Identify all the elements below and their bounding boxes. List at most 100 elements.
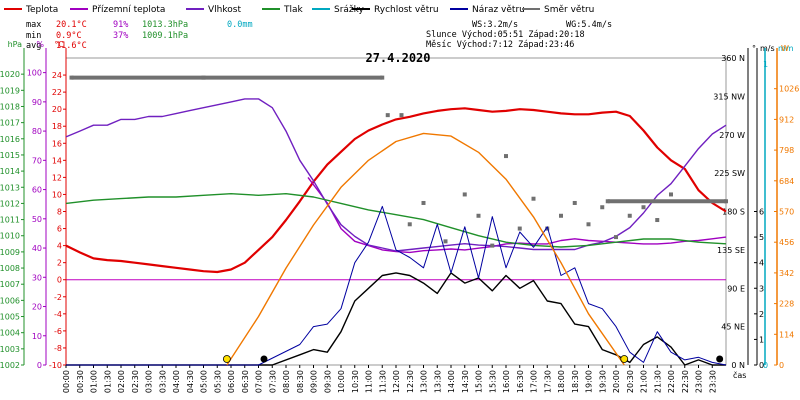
dir-point [669, 192, 673, 197]
axis-unit-wind: m/s [760, 44, 775, 53]
tick-label-sun: 570 [779, 208, 794, 217]
tick-label-precip: 0 [763, 361, 768, 370]
tick-label-x: 02:00 [117, 370, 126, 393]
tick-label-hum: 10 [32, 332, 42, 341]
tick-label-temp: -10 [49, 361, 62, 370]
tick-label-temp: 8 [57, 208, 62, 217]
stats-min-hum: 37% [113, 31, 128, 41]
dir-point [572, 200, 577, 205]
tick-label-hum: 80 [32, 127, 42, 136]
tick-label-dir: 0 N [731, 361, 745, 370]
tick-label-x: 15:00 [475, 370, 484, 393]
tick-label-sun: 684 [779, 177, 794, 186]
tick-label-dir: 270 W [719, 131, 745, 140]
tick-label-press: 1008 [0, 264, 20, 273]
tick-label-x: 03:00 [145, 370, 154, 393]
tick-label-dir: 360 N [721, 54, 745, 63]
tick-label-x: 05:30 [213, 370, 222, 393]
series-press [65, 193, 727, 248]
stats-max-label: max [26, 20, 41, 30]
series-dew [307, 176, 727, 254]
chart-title: 27.4.2020 [365, 51, 430, 65]
tick-label-press: 1019 [0, 86, 20, 95]
tick-label-x: 11:30 [378, 370, 387, 393]
tick-label-x: 04:00 [172, 370, 181, 393]
dir-point [655, 218, 660, 223]
sun-marker [620, 355, 629, 363]
dir-point [531, 196, 536, 201]
sun-marker [222, 355, 231, 363]
stats-max-hum: 91% [113, 20, 128, 30]
tick-label-x: 03:30 [158, 370, 167, 393]
tick-label-x: 22:00 [667, 370, 676, 393]
tick-label-x: 14:00 [447, 370, 456, 393]
dir-point [559, 213, 563, 218]
moon-marker [716, 355, 724, 363]
legend-label-wind: Rychlost větru [374, 5, 439, 15]
tick-label-x: 19:30 [598, 370, 607, 393]
tick-label-sun: 0 [779, 361, 784, 370]
tick-label-press: 1010 [0, 232, 20, 241]
axes-group: hPa1002100310041005100610071008100910101… [0, 40, 799, 393]
tick-label-press: 1016 [0, 135, 20, 144]
tick-label-wind: 1 [759, 335, 764, 344]
tick-label-temp: 6 [57, 225, 62, 234]
tick-label-press: 1020 [0, 70, 20, 79]
tick-label-x: 09:30 [323, 370, 332, 393]
tick-label-temp: -8 [54, 344, 62, 353]
tick-label-x: 16:00 [502, 370, 511, 393]
series-wind [66, 272, 726, 366]
tick-label-x: 17:00 [530, 370, 539, 393]
tick-label-temp: 16 [52, 139, 62, 148]
tick-label-temp: 2 [57, 259, 62, 268]
tick-label-dir: 90 E [727, 284, 745, 293]
tick-label-precip: 1 [763, 60, 768, 69]
dir-point [407, 222, 412, 227]
tick-label-sun: 114 [779, 330, 794, 339]
tick-label-x: 11:00 [365, 370, 374, 393]
tick-label-x: 18:00 [557, 370, 566, 393]
tick-label-press: 1004 [0, 329, 20, 338]
dir-point [385, 113, 390, 118]
plot-area [65, 75, 728, 366]
tick-label-temp: 24 [52, 71, 62, 80]
axis-unit-sun: W [781, 44, 789, 53]
legend-label-gust: Náraz větru [472, 5, 525, 15]
tick-label-temp: 14 [52, 156, 62, 165]
tick-label-press: 1009 [0, 248, 20, 257]
tick-label-press: 1017 [0, 119, 20, 128]
tick-label-press: 1018 [0, 102, 20, 111]
stats-sun-times: Slunce Východ:05:51 Západ:20:18 [426, 30, 585, 40]
tick-label-sun: 342 [779, 269, 794, 278]
tick-label-x: 15:30 [488, 370, 497, 393]
tick-label-dir: 225 SW [714, 169, 745, 178]
tick-label-hum: 30 [32, 273, 42, 282]
tick-label-hum: 20 [32, 303, 42, 312]
tick-label-press: 1014 [0, 167, 20, 176]
stats-max-press: 1013.3hPa [142, 20, 188, 30]
tick-label-press: 1007 [0, 280, 20, 289]
tick-label-x: 04:30 [186, 370, 195, 393]
tick-label-temp: 12 [52, 173, 62, 182]
dir-point [517, 226, 522, 231]
tick-label-x: 07:30 [268, 370, 277, 393]
tick-label-x: 05:00 [200, 370, 209, 393]
tick-label-x: 21:30 [653, 370, 662, 393]
series-temp [65, 107, 727, 274]
tick-label-x: 19:00 [585, 370, 594, 393]
tick-label-x: 13:30 [433, 370, 442, 393]
tick-label-hum: 0 [37, 361, 42, 370]
tick-label-wind: 2 [759, 310, 764, 319]
tick-label-dir: 180 S [722, 208, 745, 217]
tick-label-x: 12:00 [392, 370, 401, 393]
tick-label-press: 1003 [0, 345, 20, 354]
tick-label-sun: 1026 [779, 85, 799, 94]
tick-label-x: 13:00 [420, 370, 429, 393]
series-gust [66, 205, 727, 366]
tick-label-x: 07:00 [255, 370, 264, 393]
axis-unit-hum: % [36, 40, 44, 49]
dir-point [421, 200, 426, 205]
dir-point [627, 213, 632, 218]
tick-label-x: 12:30 [406, 370, 415, 393]
